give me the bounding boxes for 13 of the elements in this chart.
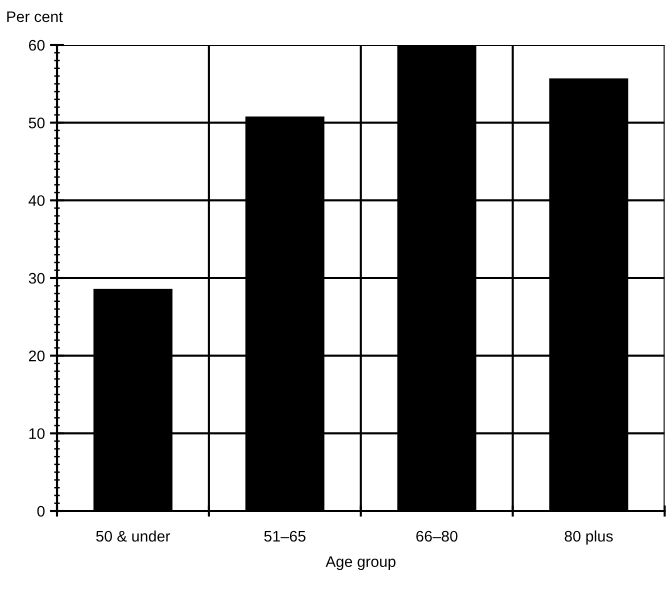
y-axis-title: Per cent (7, 11, 63, 22)
x-tick-label: 51–65 (264, 530, 306, 542)
y-tick-label: 10 (29, 428, 45, 440)
x-axis-title: Age group (326, 556, 396, 570)
x-tick-label: 80 plus (564, 530, 613, 545)
y-tick-label: 50 (28, 118, 45, 128)
y-tick-label: 60 (28, 40, 45, 51)
y-tick-label: 0 (37, 506, 45, 517)
y-tick-label: 40 (28, 195, 45, 206)
x-tick-label: 50 & under (96, 530, 170, 542)
x-tick-label: 66–80 (416, 530, 458, 542)
y-tick-label: 20 (28, 350, 45, 362)
y-tick-label: 30 (28, 272, 45, 284)
